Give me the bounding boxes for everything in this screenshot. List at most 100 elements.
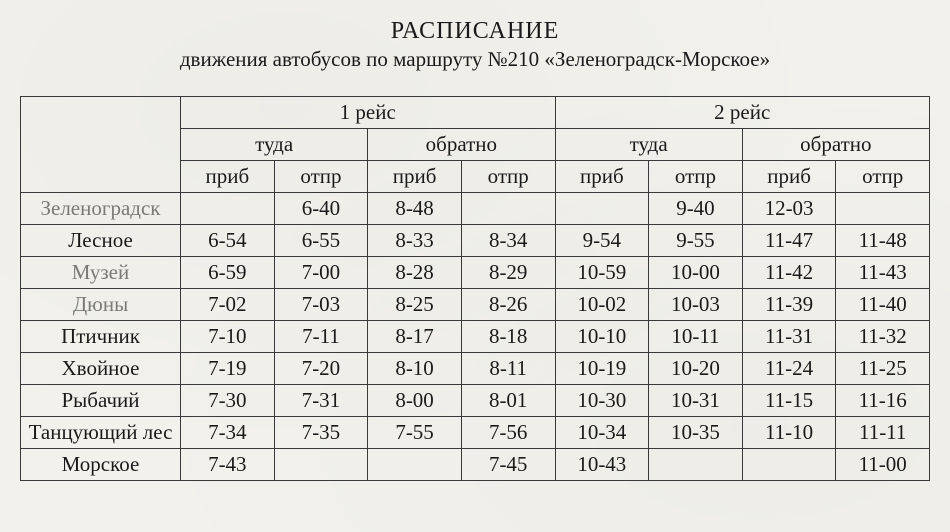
time-cell: 7-00: [274, 257, 368, 289]
time-cell: 7-35: [274, 417, 368, 449]
time-cell: 8-34: [461, 225, 555, 257]
time-cell: 7-03: [274, 289, 368, 321]
time-cell: 10-30: [555, 385, 649, 417]
page-subtitle: движения автобусов по маршруту №210 «Зел…: [20, 47, 930, 72]
time-cell: 10-00: [649, 257, 743, 289]
time-cell: 9-55: [649, 225, 743, 257]
time-cell: 8-33: [368, 225, 462, 257]
time-cell: 7-43: [181, 449, 275, 481]
time-cell: 11-00: [836, 449, 930, 481]
time-cell: 11-39: [742, 289, 836, 321]
header-tuda-1: туда: [181, 129, 368, 161]
time-cell: 6-54: [181, 225, 275, 257]
time-cell: 6-59: [181, 257, 275, 289]
header-prib: приб: [742, 161, 836, 193]
time-cell: 7-10: [181, 321, 275, 353]
time-cell: 7-20: [274, 353, 368, 385]
time-cell: [555, 193, 649, 225]
time-cell: 9-40: [649, 193, 743, 225]
header-prib: приб: [368, 161, 462, 193]
table-row: Зеленоградск 6-408-48 9-4012-03: [21, 193, 930, 225]
page-title: РАСПИСАНИЕ: [20, 18, 930, 45]
time-cell: 10-19: [555, 353, 649, 385]
time-cell: 10-43: [555, 449, 649, 481]
time-cell: [836, 193, 930, 225]
time-cell: 10-34: [555, 417, 649, 449]
table-row: Рыбачий7-307-318-008-0110-3010-3111-1511…: [21, 385, 930, 417]
time-cell: 11-10: [742, 417, 836, 449]
time-cell: [461, 193, 555, 225]
time-cell: 11-40: [836, 289, 930, 321]
time-cell: 8-11: [461, 353, 555, 385]
table-body: Зеленоградск 6-408-48 9-4012-03Лесное6-546…: [21, 193, 930, 481]
time-cell: 11-32: [836, 321, 930, 353]
time-cell: 7-56: [461, 417, 555, 449]
time-cell: 11-47: [742, 225, 836, 257]
time-cell: 10-35: [649, 417, 743, 449]
time-cell: 11-11: [836, 417, 930, 449]
stop-name: Морское: [21, 449, 181, 481]
time-cell: 7-30: [181, 385, 275, 417]
time-cell: 7-02: [181, 289, 275, 321]
header-otpr: отпр: [461, 161, 555, 193]
time-cell: 11-25: [836, 353, 930, 385]
time-cell: 8-48: [368, 193, 462, 225]
header-obratno-2: обратно: [742, 129, 929, 161]
time-cell: 11-42: [742, 257, 836, 289]
time-cell: 6-55: [274, 225, 368, 257]
table-row: Птичник7-107-118-178-1810-1010-1111-3111…: [21, 321, 930, 353]
time-cell: 9-54: [555, 225, 649, 257]
time-cell: 7-55: [368, 417, 462, 449]
time-cell: 8-18: [461, 321, 555, 353]
time-cell: 6-40: [274, 193, 368, 225]
table-header: 1 рейс 2 рейс туда обратно туда обратно …: [21, 97, 930, 193]
time-cell: 12-03: [742, 193, 836, 225]
header-otpr: отпр: [649, 161, 743, 193]
header-trip1: 1 рейс: [181, 97, 556, 129]
time-cell: 7-11: [274, 321, 368, 353]
time-cell: 11-16: [836, 385, 930, 417]
time-cell: [742, 449, 836, 481]
time-cell: 7-45: [461, 449, 555, 481]
header-otpr: отпр: [274, 161, 368, 193]
schedule-table: 1 рейс 2 рейс туда обратно туда обратно …: [20, 96, 930, 481]
time-cell: 8-17: [368, 321, 462, 353]
time-cell: 7-31: [274, 385, 368, 417]
time-cell: 10-11: [649, 321, 743, 353]
header-tuda-2: туда: [555, 129, 742, 161]
time-cell: 10-20: [649, 353, 743, 385]
time-cell: 8-01: [461, 385, 555, 417]
header-blank: [21, 97, 181, 193]
header-obratno-1: обратно: [368, 129, 555, 161]
time-cell: 7-34: [181, 417, 275, 449]
time-cell: 11-31: [742, 321, 836, 353]
stop-name: Рыбачий: [21, 385, 181, 417]
table-row: Музей6-597-008-288-2910-5910-0011-4211-4…: [21, 257, 930, 289]
table-row: Лесное6-546-558-338-349-549-5511-4711-48: [21, 225, 930, 257]
time-cell: 8-10: [368, 353, 462, 385]
stop-name: Зеленоградск: [21, 193, 181, 225]
header-otpr: отпр: [836, 161, 930, 193]
time-cell: 11-48: [836, 225, 930, 257]
time-cell: 10-02: [555, 289, 649, 321]
time-cell: 8-28: [368, 257, 462, 289]
time-cell: 11-24: [742, 353, 836, 385]
time-cell: 7-19: [181, 353, 275, 385]
time-cell: 8-26: [461, 289, 555, 321]
time-cell: [368, 449, 462, 481]
header-prib: приб: [555, 161, 649, 193]
time-cell: 11-43: [836, 257, 930, 289]
stop-name: Хвойное: [21, 353, 181, 385]
stop-name: Танцующий лес: [21, 417, 181, 449]
time-cell: [274, 449, 368, 481]
table-row: Дюны7-027-038-258-2610-0210-0311-3911-40: [21, 289, 930, 321]
time-cell: [181, 193, 275, 225]
stop-name: Музей: [21, 257, 181, 289]
header-trip2: 2 рейс: [555, 97, 930, 129]
time-cell: 10-03: [649, 289, 743, 321]
time-cell: [649, 449, 743, 481]
table-row: Хвойное7-197-208-108-1110-1910-2011-2411…: [21, 353, 930, 385]
table-row: Танцующий лес7-347-357-557-5610-3410-351…: [21, 417, 930, 449]
time-cell: 8-25: [368, 289, 462, 321]
stop-name: Птичник: [21, 321, 181, 353]
